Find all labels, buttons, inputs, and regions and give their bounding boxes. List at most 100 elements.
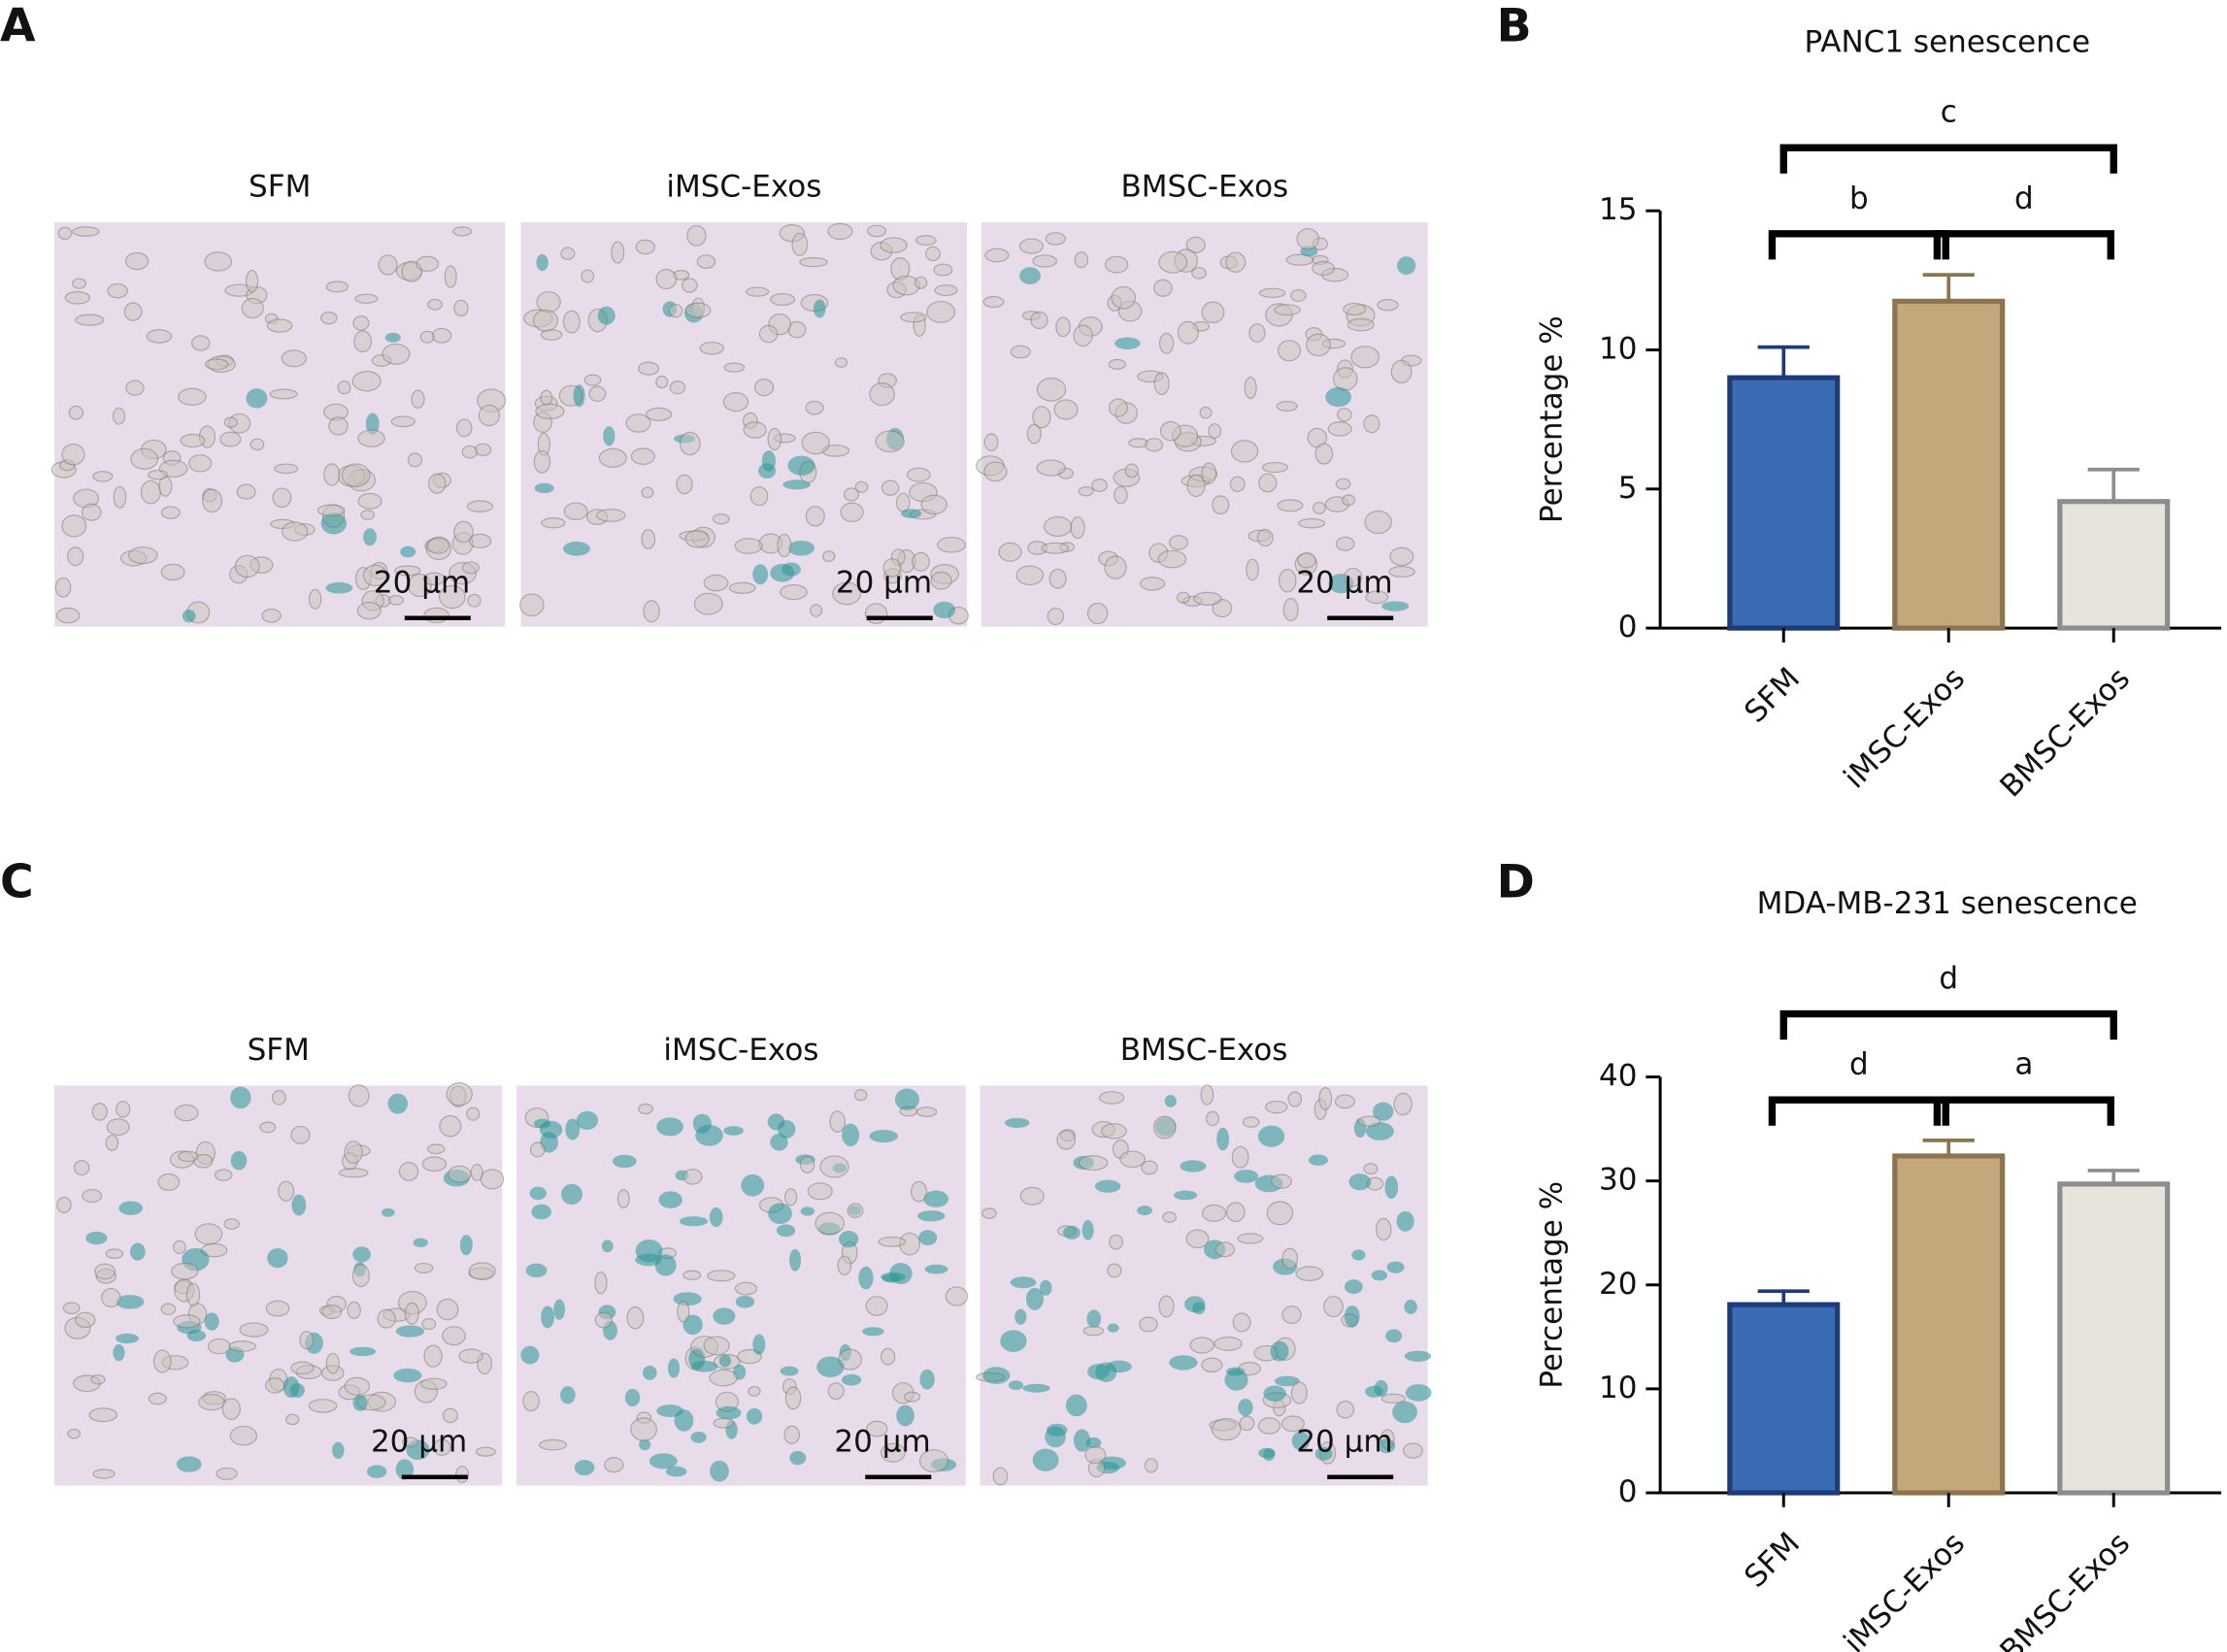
cell (442, 1326, 466, 1346)
cell (384, 332, 401, 343)
cell (911, 1180, 928, 1203)
cell (91, 1103, 108, 1121)
cell (387, 594, 405, 606)
cell (777, 533, 792, 558)
cell (1348, 1173, 1372, 1191)
cell (68, 405, 84, 420)
cell (601, 1239, 614, 1253)
cell (723, 1126, 744, 1136)
cell (703, 1336, 730, 1356)
micrograph (54, 1085, 503, 1486)
cell (92, 471, 114, 482)
cell (538, 1438, 568, 1451)
cell (414, 1262, 434, 1274)
cell (198, 1393, 225, 1411)
cell (178, 1150, 199, 1163)
significance-bracket (1933, 230, 2114, 260)
cell (1230, 440, 1259, 463)
cell (900, 312, 927, 323)
cell (743, 421, 767, 439)
cell (594, 1271, 608, 1295)
cell (228, 1340, 257, 1352)
cell (536, 253, 548, 272)
cell (347, 1301, 361, 1319)
cell (1137, 1206, 1152, 1216)
cell (1377, 1438, 1396, 1454)
cell (895, 492, 911, 512)
cell (448, 1165, 472, 1183)
cell (665, 1466, 687, 1477)
cell (734, 538, 763, 554)
cell (1334, 1094, 1355, 1109)
cell (1186, 474, 1206, 498)
cell (1384, 1175, 1399, 1200)
significance-bracket (1779, 144, 2117, 174)
cell (101, 1287, 121, 1308)
cell (182, 610, 196, 623)
cell (320, 311, 338, 325)
cell (1169, 535, 1189, 550)
cell (1258, 287, 1286, 298)
cell (230, 1150, 248, 1171)
cell (146, 329, 173, 344)
cell (116, 1101, 131, 1118)
cell (395, 1325, 425, 1338)
cell (1124, 463, 1139, 479)
cell (915, 1107, 938, 1117)
significance-bracket (1779, 1009, 2117, 1041)
cell (1201, 462, 1217, 484)
cell (718, 1354, 732, 1368)
cell (444, 265, 457, 288)
cell (1323, 1296, 1344, 1318)
cell (562, 310, 581, 334)
cell (1396, 1210, 1414, 1232)
image-label: BMSC-Exos (1120, 1033, 1288, 1068)
cell (107, 282, 128, 299)
cell (723, 362, 746, 373)
cell (1074, 251, 1089, 269)
cell (690, 1431, 707, 1443)
cell (674, 1408, 694, 1432)
cell (426, 1143, 446, 1155)
cell (684, 302, 712, 318)
cell (880, 1347, 896, 1366)
cell (249, 438, 265, 451)
cell (529, 1186, 547, 1201)
cell (308, 588, 322, 610)
cell (1212, 495, 1230, 514)
cell (768, 1203, 792, 1225)
cell (394, 565, 421, 577)
cell (865, 1296, 888, 1316)
cell (1153, 279, 1173, 297)
cell (1327, 421, 1352, 437)
cell (90, 1373, 106, 1385)
cell (357, 492, 382, 510)
cell (789, 1248, 802, 1272)
cell (934, 284, 958, 297)
cell (459, 1235, 473, 1256)
cell (1043, 515, 1073, 538)
significance-label: d (1849, 1047, 1869, 1082)
cell (1312, 260, 1336, 277)
cell (360, 510, 376, 520)
cell (840, 502, 864, 522)
cell (715, 1405, 742, 1420)
cell (398, 1162, 419, 1181)
cell (1295, 1266, 1324, 1282)
cell (344, 1140, 363, 1165)
cell (1318, 1087, 1333, 1110)
cell (1242, 1116, 1260, 1128)
cell (1363, 414, 1380, 434)
cell (1078, 1155, 1109, 1172)
cell (461, 445, 479, 459)
cell (344, 1376, 371, 1396)
cell (204, 251, 233, 272)
cell (1388, 565, 1415, 578)
cell (713, 1307, 736, 1325)
cell (787, 455, 815, 476)
cell (639, 1438, 651, 1451)
cell (272, 487, 292, 508)
cell (1277, 499, 1304, 512)
cell (1239, 1415, 1255, 1432)
cell (1211, 1417, 1242, 1441)
